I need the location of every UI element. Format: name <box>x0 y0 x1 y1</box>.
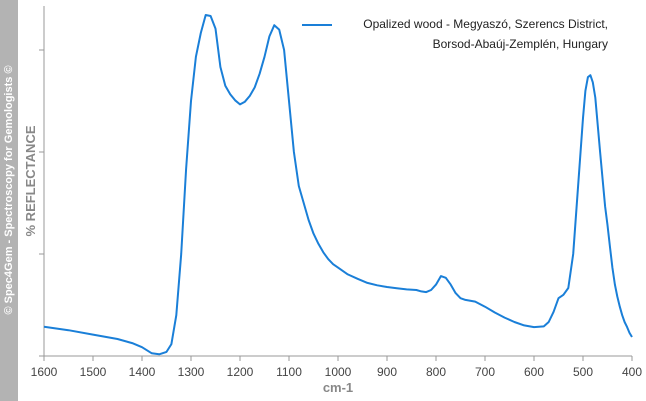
x-tick-label: 1400 <box>129 365 156 379</box>
x-tick-label: 800 <box>426 365 446 379</box>
y-ticks <box>39 49 44 357</box>
legend-label: Opalized wood - Megyaszó, Szerencs Distr… <box>363 17 608 31</box>
legend: Opalized wood - Megyaszó, Szerencs Distr… <box>302 17 608 51</box>
plot-area: 1600 1500 1400 1300 1200 1100 1000 900 800 700 600… <box>31 6 642 379</box>
x-tick-label: 1200 <box>227 365 254 379</box>
x-tick-label: 600 <box>524 365 544 379</box>
x-tick-label: 400 <box>622 365 642 379</box>
x-tick-label: 1000 <box>325 365 352 379</box>
y-axis-title: % REFLECTANCE <box>23 125 38 236</box>
series-line <box>43 14 633 356</box>
x-tick-label: 500 <box>573 365 593 379</box>
x-tick-label: 1100 <box>276 365 302 379</box>
x-ticks: 1600 1500 1400 1300 1200 1100 1000 900 800 700 600… <box>31 356 642 379</box>
watermark-band: © Spec4Gem - Spectroscopy for Gemologist… <box>0 0 18 401</box>
x-tick-label: 1500 <box>80 365 107 379</box>
legend-label-continued: Borsod-Abaúj-Zemplén, Hungary <box>433 37 608 51</box>
x-axis-title: cm-1 <box>323 380 353 395</box>
x-tick-label: 700 <box>475 365 495 379</box>
x-tick-label: 900 <box>377 365 397 379</box>
x-tick-label: 1300 <box>178 365 205 379</box>
x-tick-label: 1600 <box>31 365 58 379</box>
